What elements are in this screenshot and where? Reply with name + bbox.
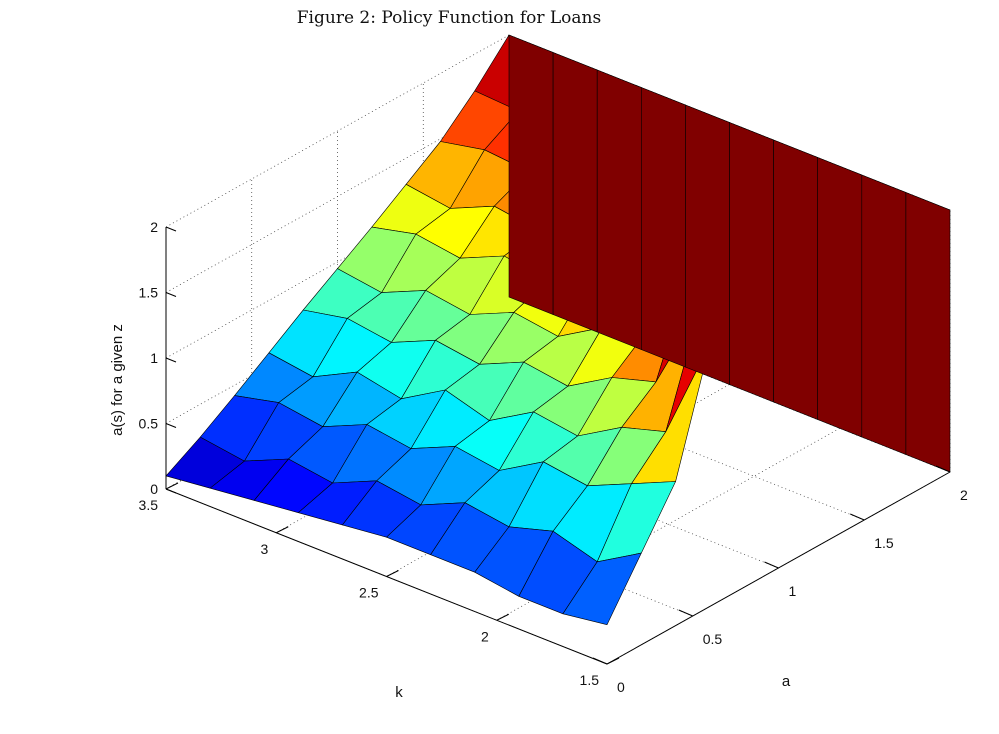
tick-labels: 0 0.5 1 1.5 2 3.5 3 2.5 2 1.5 0 0.5 1 1.5 2: [139, 219, 968, 695]
k-tick-mark: [386, 570, 399, 577]
a-tick-label: 0: [617, 679, 625, 695]
k-axis-title: k: [395, 684, 403, 701]
k-tick-label: 3.5: [139, 497, 159, 513]
k-tick-mark: [496, 613, 509, 621]
surface-edge-cell: [685, 104, 730, 385]
back-wall-grid-line: [165, 100, 510, 293]
surface-edge-cell: [552, 52, 598, 333]
surface-edge-cell: [596, 69, 642, 350]
k-tick-label: 3: [260, 541, 268, 557]
a-tick-mark: [850, 513, 865, 521]
z-tick-label: 1: [150, 350, 158, 366]
surface-edge-cell: [640, 87, 686, 368]
floor-grid-line: [496, 427, 840, 621]
a-tick-label: 0.5: [703, 631, 723, 647]
a-tick-mark: [592, 657, 608, 665]
z-tick-mark: [165, 488, 177, 494]
a-tick-label: 1: [789, 583, 797, 599]
surface-cell: [562, 552, 642, 626]
k-tick-label: 2.5: [359, 585, 379, 601]
a-tick-label: 2: [960, 487, 968, 503]
a-tick-label: 1.5: [874, 535, 894, 551]
k-tick-label: 1.5: [580, 672, 600, 688]
surface-edge-cell: [861, 174, 907, 455]
k-tick-mark: [276, 526, 289, 534]
surface-edge-cell: [817, 157, 863, 438]
z-tick-label: 2: [150, 219, 158, 235]
surface-edge-cell: [729, 122, 774, 403]
z-axis-title: a(s) for a given z: [109, 324, 126, 436]
k-tick-label: 2: [481, 628, 489, 644]
a-tick-mark: [678, 609, 693, 617]
z-tick-label: 1.5: [139, 285, 159, 301]
z-tick-label: 0: [150, 481, 158, 497]
a-tick-mark: [935, 465, 951, 473]
surface-edge-cell: [508, 34, 554, 315]
back-wall-grid-line: [165, 165, 510, 359]
a-tick-mark: [764, 561, 779, 569]
back-wall-grid-line: [165, 34, 510, 228]
z-tick-mark: [165, 292, 177, 297]
k-tick-mark: [606, 657, 620, 665]
surface-edge-cell: [773, 139, 819, 420]
z-tick-mark: [165, 357, 177, 363]
axis-lines: [165, 226, 951, 665]
z-tick-mark: [165, 423, 177, 428]
a-axis-title: a: [782, 673, 791, 690]
surface-edge-cell: [905, 192, 951, 473]
k-tick-mark: [165, 482, 179, 490]
figure-caption: Figure 2: Policy Function for Loans: [296, 8, 602, 28]
surface-mesh: [165, 34, 951, 626]
z-tick-label: 0.5: [139, 416, 159, 432]
z-tick-mark: [165, 226, 177, 232]
